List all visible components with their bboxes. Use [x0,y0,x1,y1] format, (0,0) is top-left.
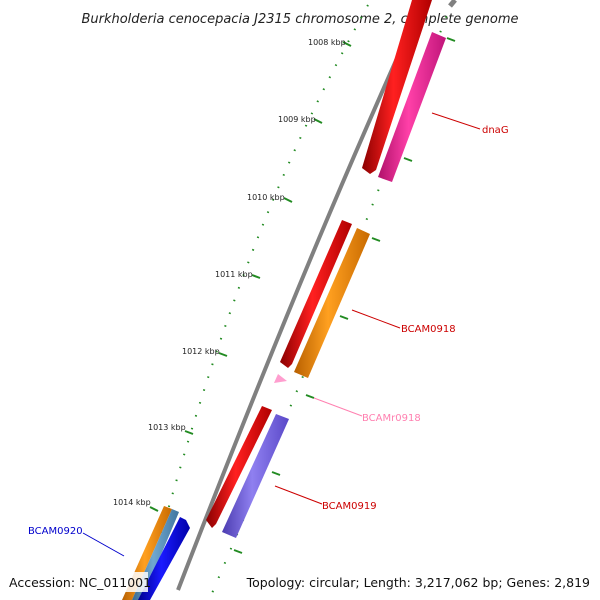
ruler-label: 1011 kbp [215,270,253,279]
ruler-tick [218,352,228,357]
map-title: Burkholderia cenocepacia J2315 chromosom… [81,12,518,27]
gene-label-BCAM0918[interactable]: BCAM0918 [401,324,456,335]
gene-label-BCAM0919[interactable]: BCAM0919 [322,501,377,512]
gene-arrow-dnaG [378,32,446,182]
ruler-tick [342,41,352,47]
gene-arrow-BCAM0920 [138,517,190,600]
cds-feature [362,0,432,174]
label-connector [82,532,125,557]
ruler-label: 1012 kbp [182,347,220,356]
outer-ticks [209,1,456,599]
label-connector [274,485,323,505]
rna-feature [274,374,287,383]
label-connector [431,112,481,130]
footer-backdrop-right [256,572,596,592]
ruler-tick [149,506,159,512]
ruler-tick [251,274,261,279]
footer-backdrop-left [4,572,148,592]
ruler: 1008 kbp 1009 kbp 1010 kbp 1011 kbp 1012… [113,4,369,576]
ruler-label: 1008 kbp [308,38,346,47]
ruler-tick [283,197,293,203]
gene-dnaG[interactable] [362,0,446,182]
gene-label-BCAM0920[interactable]: BCAM0920 [28,526,83,537]
ruler-label: 1009 kbp [278,115,316,124]
gene-BCAM0918[interactable] [280,220,370,378]
gene-BCAMr0918[interactable] [274,374,287,383]
gene-label-BCAMr0918[interactable]: BCAMr0918 [362,413,421,424]
genome-backbone-top [448,0,457,8]
gene-label-dnaG[interactable]: dnaG [482,125,509,136]
summary-text: Topology: circular; Length: 3,217,062 bp… [246,575,590,590]
gene-arrow-BCAM0918 [294,228,370,378]
gene-arrow-BCAM0919 [222,414,289,538]
ruler-tick [184,430,194,435]
ruler-label: 1013 kbp [148,423,186,432]
accession-text: Accession: NC_011001 [9,575,151,590]
ruler-label: 1014 kbp [113,498,151,507]
ruler-label: 1010 kbp [247,193,285,202]
cds-feature [280,220,352,368]
gene-BCAM0919[interactable] [206,406,289,538]
cds-feature [206,406,272,528]
label-connector [313,397,363,417]
ruler-tick [313,118,323,124]
label-connector [351,309,401,329]
